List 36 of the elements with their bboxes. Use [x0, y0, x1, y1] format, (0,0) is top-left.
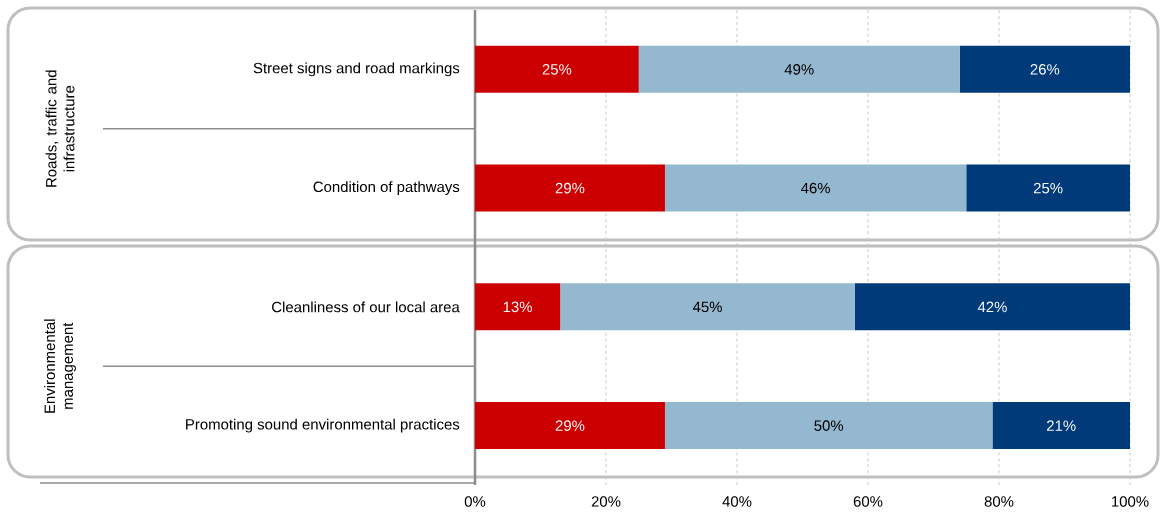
y-tick-label: Condition of pathways: [313, 181, 460, 196]
x-tick-label: 100%: [1112, 496, 1149, 507]
data-label: 29%: [555, 182, 585, 194]
data-label: 29%: [555, 420, 585, 431]
x-tick-label: 20%: [591, 496, 621, 507]
bar: [854, 283, 1131, 331]
y-tick-label: Promoting sound environmental practices: [186, 418, 460, 433]
bar: [664, 402, 993, 450]
x-tick-label: 80%: [984, 496, 1014, 507]
bar: [475, 45, 639, 93]
data-label: 13%: [503, 301, 532, 313]
bar: [475, 402, 665, 450]
y-tick-label: Cleanliness of our local area: [272, 301, 460, 313]
y-tick-label: Street signs and road markings: [253, 62, 460, 77]
data-label: 49%: [784, 64, 814, 75]
bar: [638, 45, 960, 93]
bar: [475, 164, 665, 212]
data-label: 45%: [692, 301, 722, 313]
bar: [560, 283, 855, 331]
data-label: 25%: [542, 64, 572, 75]
x-tick-label: 60%: [853, 496, 883, 507]
x-tick-label: 0%: [464, 496, 486, 507]
data-label: 42%: [977, 301, 1007, 313]
data-label: 21%: [1047, 420, 1076, 431]
data-label: 46%: [800, 182, 831, 194]
data-label: 26%: [1030, 64, 1060, 75]
data-label: 25%: [1033, 182, 1063, 194]
bar: [959, 45, 1131, 93]
bar: [992, 402, 1131, 450]
bar: [966, 164, 1131, 212]
bar: [475, 283, 561, 331]
bar: [664, 164, 967, 212]
text: Environmental management: [44, 319, 76, 413]
data-label: 50%: [814, 420, 844, 431]
text: Roads, traffic and infrastructure: [45, 70, 75, 187]
x-tick-label: 40%: [722, 496, 752, 507]
